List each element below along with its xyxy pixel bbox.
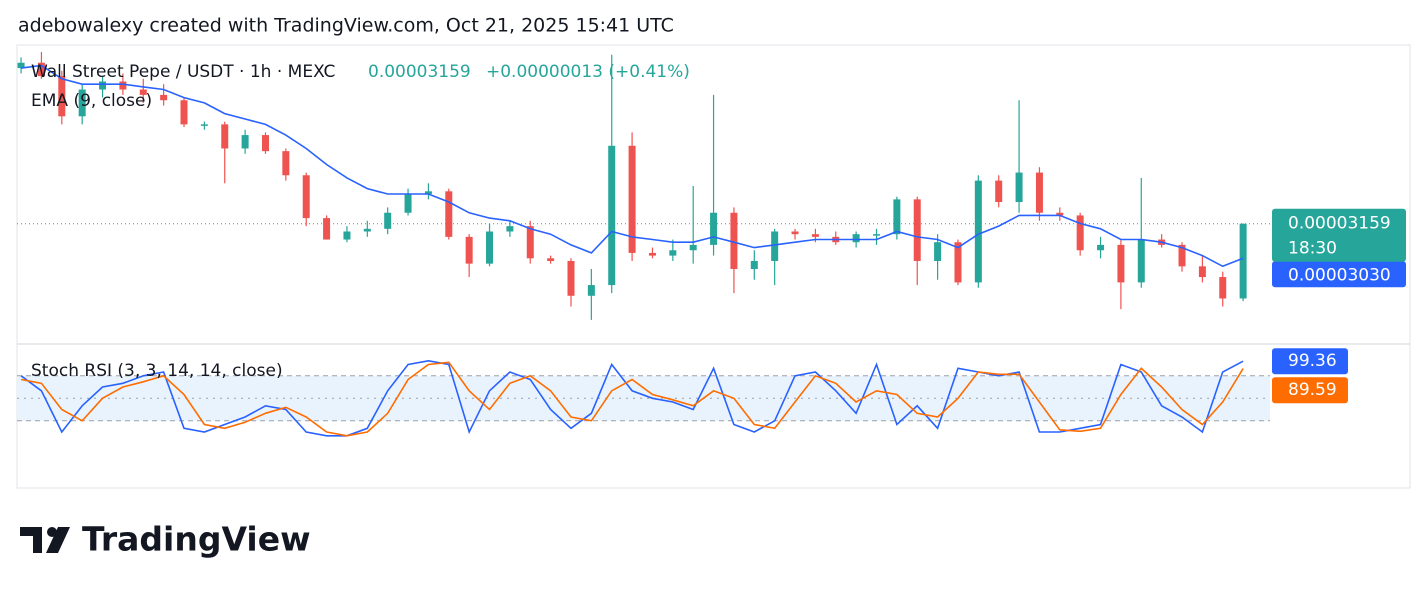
candle-body: [506, 226, 514, 232]
candle-body: [282, 151, 290, 176]
grid-layer: [17, 375, 1270, 422]
candle-body: [1117, 244, 1125, 283]
countdown: 18:30: [1288, 239, 1337, 259]
candle-body: [363, 228, 371, 232]
candle-body: [1178, 244, 1186, 267]
candle-body: [261, 135, 269, 152]
candle-body: [200, 124, 208, 126]
candle-body: [486, 231, 494, 264]
candle-body: [669, 250, 677, 256]
price-tag: [1272, 208, 1406, 262]
stoch-tag-label: 99.36: [1288, 351, 1337, 371]
symbol-title: Wall Street Pepe / USDT · 1h · MEXC: [31, 62, 335, 82]
candle-body: [689, 244, 697, 251]
candle-body: [180, 100, 188, 125]
candle-body: [1056, 212, 1064, 216]
header: adebowalexy created with TradingView.com…: [18, 15, 674, 37]
logo-mark: [20, 527, 42, 553]
candle-body: [241, 135, 249, 149]
candle-body: [384, 212, 392, 229]
stoch-legend: Stoch RSI (3, 3, 14, 14, close): [31, 361, 283, 381]
candle-body: [1137, 239, 1145, 283]
candle-body: [526, 226, 534, 259]
logo: TradingView: [20, 520, 311, 559]
candle-body: [893, 199, 901, 235]
stoch-line: [20, 359, 1244, 437]
candle-body: [710, 212, 718, 245]
ema-tag: [1272, 261, 1406, 288]
candle-body: [628, 145, 636, 253]
candle-body: [974, 180, 982, 283]
candle-body: [139, 89, 147, 95]
candle-body: [608, 145, 616, 286]
candle-body: [934, 242, 942, 261]
logo-mark: [46, 527, 70, 553]
candle-body: [1198, 266, 1206, 278]
candle-body: [1097, 244, 1105, 251]
ema-legend: EMA (9, close): [31, 91, 152, 111]
candle-body: [404, 194, 412, 213]
logo-dot: [47, 527, 57, 537]
marks-layer: [17, 52, 1270, 437]
stoch-tag: [1272, 348, 1348, 375]
chart-frame: [16, 44, 1411, 489]
candle-body: [465, 236, 473, 264]
candle-body: [1035, 172, 1043, 213]
candle-body: [567, 260, 575, 296]
candle-body: [771, 231, 779, 261]
candle-body: [99, 81, 107, 90]
candle-body: [302, 175, 310, 219]
candle-body: [37, 62, 45, 77]
candle-body: [160, 94, 168, 101]
candle-body: [791, 231, 799, 235]
candle-body: [1015, 172, 1023, 203]
text-layer: Wall Street Pepe / USDT · 1h · MEXC 0.00…: [17, 62, 1410, 404]
candle-body: [547, 258, 555, 261]
candle-body: [323, 218, 331, 240]
candle-body: [424, 191, 432, 194]
candle-body: [913, 199, 921, 261]
candle-body: [811, 234, 819, 237]
candle-body: [648, 252, 656, 256]
candle-body: [221, 124, 229, 149]
candle-body: [750, 260, 758, 269]
candle-body: [78, 89, 86, 117]
last-price: 0.00003159: [368, 62, 471, 82]
stoch-line: [20, 361, 1244, 437]
candle-body: [995, 180, 1003, 203]
candle-body: [587, 285, 595, 296]
stoch-tag-label: 89.59: [1288, 380, 1337, 400]
candle-body: [58, 76, 66, 117]
candle-body: [1239, 223, 1247, 299]
candle-body: [17, 62, 25, 69]
stoch-tag: [1272, 377, 1348, 404]
candle-body: [1219, 277, 1227, 299]
candle-body: [1076, 215, 1084, 251]
ema-tag-label: 0.00003030: [1288, 265, 1391, 285]
logo-text: TradingView: [82, 520, 311, 559]
candle-body: [873, 234, 881, 236]
ema-line: [20, 64, 1244, 268]
candle-body: [343, 231, 351, 240]
candle-body: [954, 242, 962, 283]
candle-body: [730, 212, 738, 269]
price-change: +0.00000013 (+0.41%): [486, 62, 690, 82]
candle-body: [852, 234, 860, 243]
candle-body: [119, 81, 127, 90]
candle-body: [445, 191, 453, 237]
price-tag-label: 0.00003159: [1288, 214, 1391, 234]
